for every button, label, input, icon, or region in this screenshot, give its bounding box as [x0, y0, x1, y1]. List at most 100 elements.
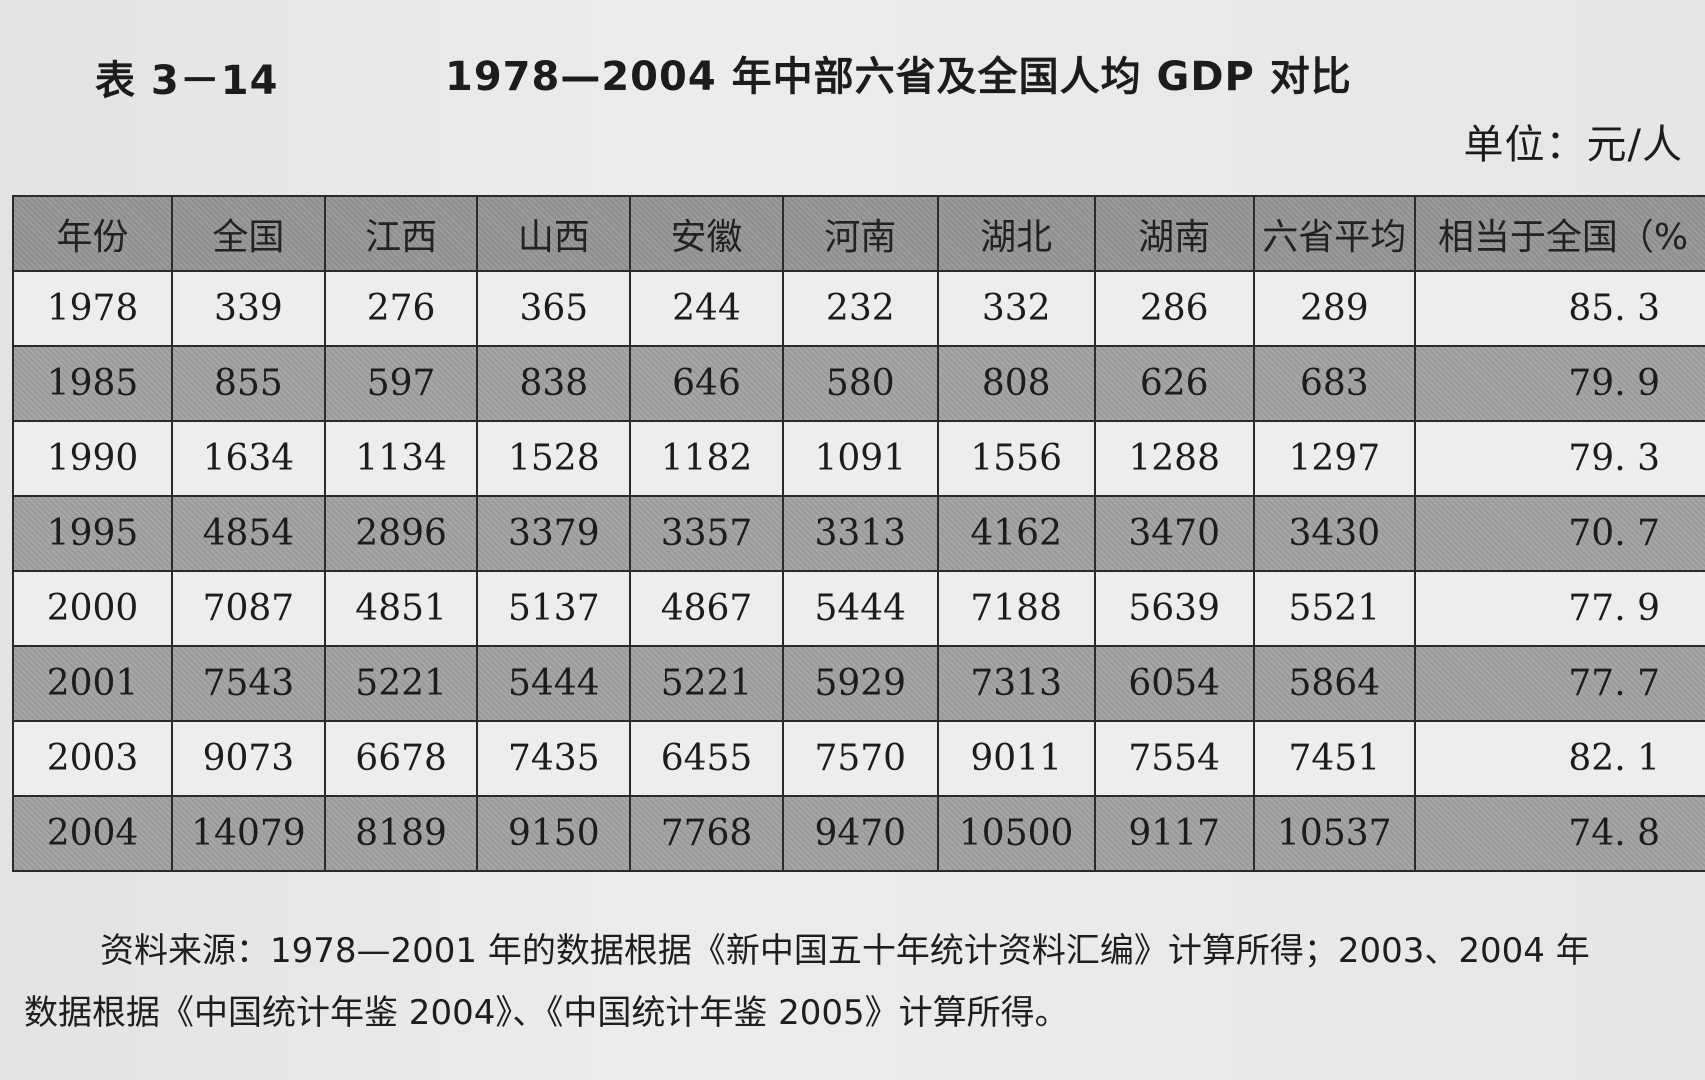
percent-cell: 82. 1	[1413, 720, 1705, 797]
column-header: 江西	[323, 195, 479, 272]
value-cell: 10537	[1252, 795, 1416, 872]
source-line-2: 数据根据《中国统计年鉴 2004》、《中国统计年鉴 2005》计算所得。	[24, 993, 1069, 1033]
value-cell: 597	[323, 345, 479, 422]
value-cell: 4162	[936, 495, 1096, 572]
year-cell: 1990	[11, 420, 174, 497]
value-cell: 1182	[629, 420, 784, 497]
year-cell: 2000	[11, 570, 174, 647]
value-cell: 7313	[936, 645, 1096, 722]
table-title: 1978—2004 年中部六省及全国人均 GDP 对比	[445, 54, 1352, 100]
value-cell: 7570	[781, 720, 939, 797]
year-cell: 2004	[11, 795, 174, 872]
table-body: 1978 339 276 365 244 232 332 286 289 85. 3 1985 855…	[11, 270, 1705, 872]
value-cell: 14079	[171, 795, 326, 872]
value-cell: 289	[1252, 270, 1416, 347]
column-header: 年份	[11, 195, 174, 272]
value-cell: 7087	[171, 570, 326, 647]
value-cell: 1091	[781, 420, 939, 497]
value-cell: 232	[781, 270, 939, 347]
value-cell: 683	[1252, 345, 1416, 422]
year-cell: 2001	[11, 645, 174, 722]
unit-note: 单位：元/人	[1463, 122, 1683, 168]
value-cell: 7543	[171, 645, 326, 722]
table-header-row: 年份 全国 江西 山西 安徽 河南 湖北 湖南 六省平均 相当于全国（%	[11, 195, 1705, 272]
value-cell: 1634	[171, 420, 326, 497]
percent-cell: 79. 3	[1413, 420, 1705, 497]
value-cell: 7435	[476, 720, 632, 797]
year-cell: 2003	[11, 720, 174, 797]
value-cell: 855	[171, 345, 326, 422]
percent-cell: 79. 9	[1413, 345, 1705, 422]
value-cell: 5864	[1252, 645, 1416, 722]
percent-cell: 85. 3	[1413, 270, 1705, 347]
value-cell: 7768	[629, 795, 784, 872]
year-cell: 1995	[11, 495, 174, 572]
value-cell: 9470	[781, 795, 939, 872]
value-cell: 1528	[476, 420, 632, 497]
value-cell: 3430	[1252, 495, 1416, 572]
value-cell: 7188	[936, 570, 1096, 647]
value-cell: 838	[476, 345, 632, 422]
value-cell: 8189	[323, 795, 479, 872]
value-cell: 9150	[476, 795, 632, 872]
value-cell: 1288	[1093, 420, 1255, 497]
table-row: 1995 4854 2896 3379 3357 3313 4162 3470 3430 70. …	[11, 495, 1705, 572]
value-cell: 5221	[323, 645, 479, 722]
value-cell: 332	[936, 270, 1096, 347]
value-cell: 339	[171, 270, 326, 347]
column-header: 安徽	[629, 195, 784, 272]
value-cell: 5929	[781, 645, 939, 722]
table-row: 2000 7087 4851 5137 4867 5444 7188 5639 5521 77. …	[11, 570, 1705, 647]
column-header: 河南	[781, 195, 939, 272]
column-header: 全国	[171, 195, 326, 272]
value-cell: 3470	[1093, 495, 1255, 572]
value-cell: 646	[629, 345, 784, 422]
value-cell: 7554	[1093, 720, 1255, 797]
value-cell: 276	[323, 270, 479, 347]
value-cell: 1134	[323, 420, 479, 497]
column-header: 湖北	[936, 195, 1096, 272]
column-header: 相当于全国（%	[1413, 195, 1705, 272]
value-cell: 244	[629, 270, 784, 347]
column-header: 山西	[476, 195, 632, 272]
value-cell: 7451	[1252, 720, 1416, 797]
value-cell: 580	[781, 345, 939, 422]
value-cell: 3357	[629, 495, 784, 572]
value-cell: 6678	[323, 720, 479, 797]
value-cell: 5444	[476, 645, 632, 722]
value-cell: 626	[1093, 345, 1255, 422]
percent-cell: 74. 8	[1413, 795, 1705, 872]
column-header: 湖南	[1093, 195, 1255, 272]
table-row: 1978 339 276 365 244 232 332 286 289 85. 3	[11, 270, 1705, 347]
gdp-table-container: 年份 全国 江西 山西 安徽 河南 湖北 湖南 六省平均 相当于全国（% 197…	[11, 195, 1705, 872]
table-row: 2003 9073 6678 7435 6455 7570 9011 7554 7451 82. …	[11, 720, 1705, 797]
value-cell: 9073	[171, 720, 326, 797]
value-cell: 4867	[629, 570, 784, 647]
year-cell: 1985	[11, 345, 174, 422]
value-cell: 5521	[1252, 570, 1416, 647]
table-row: 1990 1634 1134 1528 1182 1091 1556 1288 1297 79. …	[11, 420, 1705, 497]
gdp-comparison-table: 年份 全国 江西 山西 安徽 河南 湖北 湖南 六省平均 相当于全国（% 197…	[11, 195, 1705, 872]
percent-cell: 70. 7	[1413, 495, 1705, 572]
table-row: 2001 7543 5221 5444 5221 5929 7313 6054 5864 77. …	[11, 645, 1705, 722]
table-row: 2004 14079 8189 9150 7768 9470 10500 9117 10537 7…	[11, 795, 1705, 872]
value-cell: 6455	[629, 720, 784, 797]
source-line-1: 资料来源：1978—2001 年的数据根据《新中国五十年统计资料汇编》计算所得；…	[100, 931, 1590, 971]
value-cell: 9117	[1093, 795, 1255, 872]
percent-cell: 77. 9	[1413, 570, 1705, 647]
value-cell: 1297	[1252, 420, 1416, 497]
value-cell: 3313	[781, 495, 939, 572]
value-cell: 5137	[476, 570, 632, 647]
year-cell: 1978	[11, 270, 174, 347]
value-cell: 9011	[936, 720, 1096, 797]
source-note: 资料来源：1978—2001 年的数据根据《新中国五十年统计资料汇编》计算所得；…	[24, 920, 1704, 1044]
value-cell: 10500	[936, 795, 1096, 872]
value-cell: 5221	[629, 645, 784, 722]
value-cell: 1556	[936, 420, 1096, 497]
column-header: 六省平均	[1252, 195, 1416, 272]
value-cell: 4854	[171, 495, 326, 572]
value-cell: 5444	[781, 570, 939, 647]
value-cell: 3379	[476, 495, 632, 572]
table-number: 表 3－14	[95, 58, 279, 104]
